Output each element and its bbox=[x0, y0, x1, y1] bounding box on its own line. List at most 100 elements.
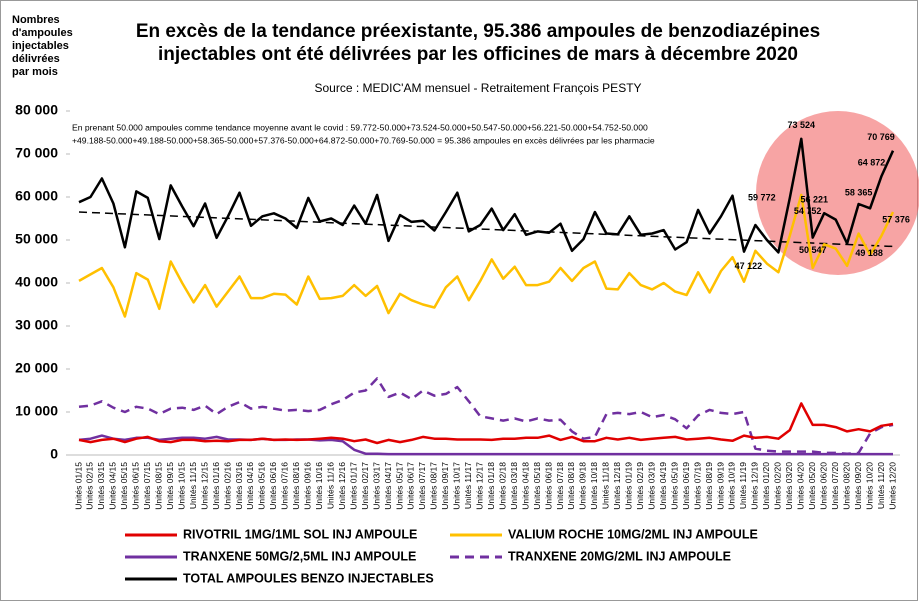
x-tick-label: Unités 12/15 bbox=[199, 462, 209, 510]
x-tick-label: Unités 01/15 bbox=[73, 462, 83, 510]
x-tick-label: Unités 08/15 bbox=[154, 462, 164, 510]
x-tick-label: Unités 05/20 bbox=[807, 462, 817, 510]
data-label: 73 524 bbox=[788, 120, 816, 130]
legend-label: TRANXENE 20MG/2ML INJ AMPOULE bbox=[508, 549, 731, 563]
x-tick-label: Unités 02/19 bbox=[635, 462, 645, 510]
data-label: 70 769 bbox=[867, 132, 895, 142]
x-tick-label: Unités 05/16 bbox=[257, 462, 267, 510]
y-tick-label: 70 000 bbox=[15, 145, 58, 161]
x-tick-label: Unités 05/19 bbox=[669, 462, 679, 510]
x-tick-label: Unités 09/15 bbox=[165, 462, 175, 510]
x-tick-label: Unités 12/16 bbox=[337, 462, 347, 510]
y-axis-label: d'ampoules bbox=[12, 27, 73, 39]
x-tick-label: Unités 07/19 bbox=[692, 462, 702, 510]
legend-label: RIVOTRIL 1MG/1ML SOL INJ AMPOULE bbox=[183, 527, 417, 541]
series-line bbox=[78, 402, 894, 445]
x-tick-label: Unités 11/17 bbox=[463, 462, 473, 509]
x-tick-label: Unités 06/19 bbox=[681, 462, 691, 510]
data-label: 47 122 bbox=[735, 261, 763, 271]
x-tick-label: Unités 05/15 bbox=[119, 462, 129, 510]
chart-title: En excès de la tendance préexistante, 95… bbox=[136, 21, 820, 42]
x-tick-label: Unités 01/18 bbox=[486, 462, 496, 510]
y-axis-label: par mois bbox=[12, 66, 58, 78]
x-tick-label: Unités 12/17 bbox=[475, 462, 485, 510]
data-label: 64 872 bbox=[858, 157, 886, 167]
data-label: 56 221 bbox=[800, 195, 828, 205]
x-tick-label: Unités 02/16 bbox=[222, 462, 232, 510]
x-tick-label: Unités 07/16 bbox=[280, 462, 290, 510]
x-tick-label: Unités 08/17 bbox=[429, 462, 439, 510]
chart-subtitle: Source : MEDIC'AM mensuel - Retraitement… bbox=[314, 81, 641, 95]
annotation: En prenant 50.000 ampoules comme tendanc… bbox=[72, 122, 648, 132]
x-tick-label: Unités 06/18 bbox=[543, 462, 553, 510]
x-tick-label: Unités 04/19 bbox=[658, 462, 668, 510]
x-tick-label: Unités 10/20 bbox=[864, 462, 874, 510]
series-line bbox=[78, 193, 895, 318]
x-tick-label: Unités 01/19 bbox=[624, 462, 634, 510]
y-tick-label: 20 000 bbox=[15, 360, 58, 376]
x-tick-label: Unités 10/15 bbox=[176, 462, 186, 510]
x-tick-label: Unités 07/15 bbox=[142, 462, 152, 510]
x-tick-label: Unités 09/16 bbox=[303, 462, 313, 510]
x-tick-label: Unités 03/15 bbox=[96, 462, 106, 510]
x-tick-label: Unités 03/20 bbox=[784, 462, 794, 510]
x-tick-label: Unités 11/16 bbox=[325, 462, 335, 509]
x-tick-label: Unités 04/15 bbox=[108, 462, 118, 510]
y-tick-label: 10 000 bbox=[15, 403, 58, 419]
x-tick-label: Unités 03/17 bbox=[371, 462, 381, 510]
y-tick-label: 30 000 bbox=[15, 317, 58, 333]
x-tick-label: Unités 03/16 bbox=[234, 462, 244, 510]
x-tick-label: Unités 12/20 bbox=[887, 462, 897, 510]
annotation: +49.188-50.000+49.188-50.000+58.365-50.0… bbox=[72, 135, 655, 145]
x-tick-label: Unités 12/19 bbox=[750, 462, 760, 510]
chart-title: injectables ont été délivrées par les of… bbox=[158, 44, 798, 65]
y-axis-label: Nombres bbox=[12, 14, 60, 26]
x-tick-label: Unités 08/16 bbox=[291, 462, 301, 510]
x-tick-label: Unités 09/18 bbox=[578, 462, 588, 510]
x-tick-label: Unités 10/16 bbox=[314, 462, 324, 510]
x-tick-label: Unités 08/18 bbox=[566, 462, 576, 510]
legend-label: VALIUM ROCHE 10MG/2ML INJ AMPOULE bbox=[508, 527, 758, 541]
x-tick-label: Unités 02/20 bbox=[773, 462, 783, 510]
x-tick-label: Unités 04/16 bbox=[245, 462, 255, 510]
data-label: 59 772 bbox=[748, 192, 776, 202]
x-tick-label: Unités 05/17 bbox=[394, 462, 404, 510]
series-line bbox=[78, 434, 893, 456]
data-label: 57 376 bbox=[882, 215, 910, 225]
x-tick-label: Unités 07/18 bbox=[555, 462, 565, 510]
legend-label: TRANXENE 50MG/2,5ML INJ AMPOULE bbox=[183, 549, 416, 563]
data-label: 58 365 bbox=[845, 187, 873, 197]
x-tick-label: Unités 01/17 bbox=[348, 462, 358, 510]
x-tick-label: Unités 02/17 bbox=[360, 462, 370, 510]
x-tick-label: Unités 01/20 bbox=[761, 462, 771, 510]
data-label: 50 547 bbox=[799, 245, 827, 255]
y-tick-label: 40 000 bbox=[15, 274, 58, 290]
y-tick-label: 80 000 bbox=[15, 102, 58, 118]
y-tick-label: 0 bbox=[50, 446, 58, 462]
y-tick-label: 50 000 bbox=[15, 231, 58, 247]
x-tick-label: Unités 04/18 bbox=[520, 462, 530, 510]
data-label: 49 188 bbox=[855, 248, 883, 258]
x-tick-label: Unités 06/16 bbox=[268, 462, 278, 510]
data-label: 54 752 bbox=[794, 206, 822, 216]
x-tick-label: Unités 11/15 bbox=[188, 462, 198, 509]
x-tick-label: Unités 09/19 bbox=[715, 462, 725, 510]
x-tick-label: Unités 11/18 bbox=[601, 462, 611, 509]
x-tick-label: Unités 06/20 bbox=[818, 462, 828, 510]
x-tick-label: Unités 10/17 bbox=[452, 462, 462, 510]
x-tick-label: Unités 06/15 bbox=[131, 462, 141, 510]
x-tick-label: Unités 06/17 bbox=[406, 462, 416, 510]
legend-label: TOTAL AMPOULES BENZO INJECTABLES bbox=[183, 571, 434, 585]
x-tick-label: Unités 10/18 bbox=[589, 462, 599, 510]
x-tick-label: Unités 02/18 bbox=[497, 462, 507, 510]
x-tick-label: Unités 03/18 bbox=[509, 462, 519, 510]
x-tick-label: Unités 01/16 bbox=[211, 462, 221, 510]
y-axis-label: délivrées bbox=[12, 53, 60, 65]
x-tick-label: Unités 07/17 bbox=[417, 462, 427, 510]
highlight-circle bbox=[756, 111, 919, 275]
series-line bbox=[78, 377, 894, 455]
